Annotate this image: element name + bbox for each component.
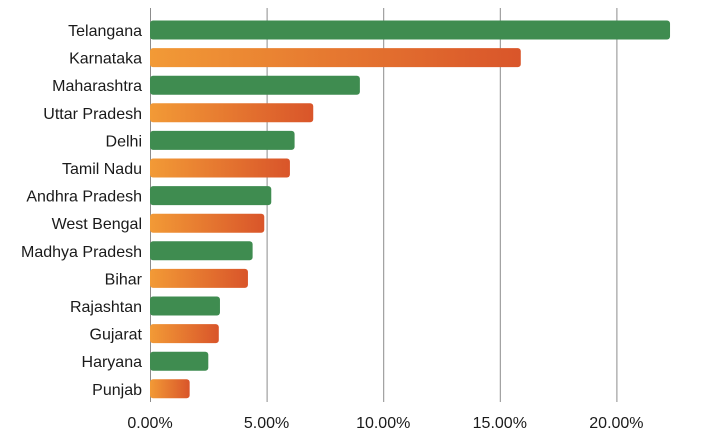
bar-delhi	[150, 130, 295, 150]
x-tick-label: 5.00%	[244, 415, 289, 432]
bar-madhya-pradesh	[150, 241, 253, 261]
category-label: Madhya Pradesh	[21, 244, 142, 261]
category-label: Haryana	[82, 354, 143, 371]
category-label: Karnataka	[69, 51, 142, 68]
bar-maharashtra	[150, 75, 360, 95]
x-tick-label: 10.00%	[356, 415, 410, 432]
x-tick-label: 15.00%	[473, 415, 527, 432]
category-label: Tamil Nadu	[62, 161, 142, 178]
category-label: Gujarat	[90, 327, 143, 344]
bar-andhra-pradesh	[150, 186, 272, 206]
x-tick-label: 20.00%	[589, 415, 643, 432]
category-label: Andhra Pradesh	[26, 189, 142, 206]
bar-gujarat	[150, 324, 219, 344]
bar-tamil-nadu	[150, 158, 290, 178]
bar-bihar	[150, 268, 248, 288]
category-label: Uttar Pradesh	[43, 106, 142, 123]
category-label: Telangana	[68, 23, 142, 40]
category-label: Rajashtan	[70, 299, 142, 316]
category-label: Delhi	[106, 133, 142, 150]
category-label: West Bengal	[52, 216, 142, 233]
bar-karnataka	[150, 48, 521, 68]
category-labels: Telangana Karnataka Maharashtra Uttar Prade…	[21, 23, 143, 399]
bar-uttar-pradesh	[150, 103, 314, 123]
bar-west-bengal	[150, 213, 265, 233]
bar-punjab	[150, 379, 190, 399]
category-label: Punjab	[92, 382, 142, 399]
bar-rajashtan	[150, 296, 220, 316]
x-axis-tick-labels: 0.00% 5.00% 10.00% 15.00% 20.00%	[127, 415, 643, 432]
bar-haryana	[150, 351, 209, 371]
category-label: Maharashtra	[52, 78, 142, 95]
category-label: Bihar	[105, 271, 143, 288]
bars	[150, 20, 671, 399]
bar-telangana	[150, 20, 671, 40]
x-tick-label: 0.00%	[127, 415, 172, 432]
